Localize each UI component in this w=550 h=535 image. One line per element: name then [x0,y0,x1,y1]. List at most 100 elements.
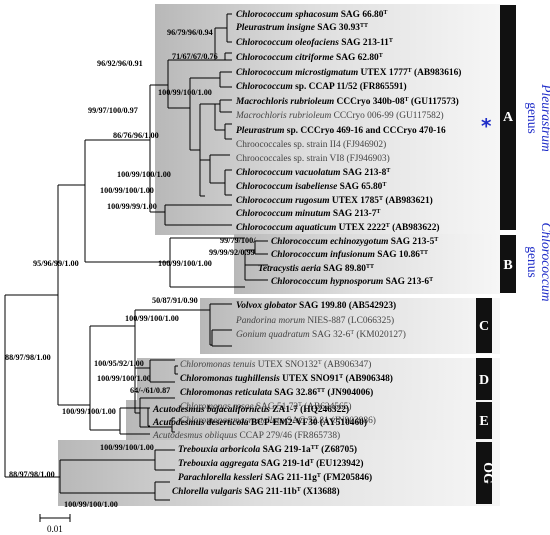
taxon-superscript: T [310,459,314,465]
taxon-text: SAG 62.80 [334,53,379,63]
taxon-label: Trebouxia aggregata SAG 219-1dT (EU12394… [178,458,363,469]
taxon-label: Chlorococcum oleofaciens SAG 213-11T [236,38,393,48]
taxon-text: Chlorococcum minutum [236,209,331,219]
clade-e-label: E [479,414,488,429]
taxon-text: SAG 30.93 [315,23,360,33]
taxon-text: SAG 219-1d [259,459,311,469]
taxon-label: Macrochloris rubrioleum CCCryo 006-99 (G… [235,110,444,121]
clade-shading [58,4,500,506]
taxon-text: Chlorococcum echinozygotum [271,237,388,247]
taxon-text: CCAP 279/46 (FR865738) [237,430,340,441]
taxon-label: Chlorococcum sphacosum SAG 66.80T [236,10,387,20]
taxon-superscript: T [350,330,354,336]
taxon-superscript: T [386,223,390,229]
support-isabeliense: 100/99/100/1.00 [117,170,171,179]
support-clade-b: 100/99/100/1.00 [158,259,212,268]
taxon-label: Pleurastrum insigne SAG 30.93TT [236,23,368,33]
taxon-text: SAG 51.72 [254,402,299,412]
taxon-label: Chlorococcum hypnosporum SAG 213-6T [271,277,433,287]
taxon-text: SAG 213-5 [388,237,434,247]
taxon-text: SAG 10.86 [375,250,420,260]
taxon-text: (FM205846) [321,472,372,483]
clade-e-shading [126,400,500,443]
taxon-text: Chlorococcum rugosum [236,196,330,206]
taxon-text: (JN904006) [325,387,373,398]
clade-c-box [476,298,492,353]
taxon-text: Chloromonas tenuis [180,360,256,370]
support-volvox: 50/87/91/0.90 [152,296,198,305]
taxon-label: Chlorococcum echinozygotum SAG 213-5T [271,237,438,247]
support-pleurastrum-sub: 96/79/96/0.94 [167,28,213,37]
taxon-superscript: T [382,182,386,188]
taxon-text: Macrochloris rubrioleum [235,97,334,107]
taxon-text: Chlorococcum [236,82,293,92]
clade-d-label: D [479,373,489,388]
taxon-label: Chlorococcum vacuolatum SAG 213-8T [236,168,390,178]
clade-a-box [500,5,516,230]
taxon-text: SAG 66.80 [338,10,383,20]
taxon-text: UTEX SNO132 [255,360,318,370]
taxon-text: Chlorococcum oleofaciens [236,38,339,48]
taxon-label: Chlorella vulgaris SAG 211-11bT (X13688) [172,486,340,497]
support-values: 96/79/96/0.94 71/67/67/0.76 96/92/96/0.9… [5,28,258,509]
support-outgroup: 88/97/98/1.00 [9,470,55,479]
taxon-text: UTEX 1785 [330,196,380,206]
clade-boxes: A B C D E OG [476,5,516,504]
taxon-text: Chroococcales sp. strain VI8 (FJ946903) [236,153,390,164]
taxon-superscript: TT [360,23,368,29]
taxon-text: Chloromonas rosae [180,402,254,412]
taxon-label: Chlorococcum citriforme SAG 62.80T [236,53,383,63]
highlight-star-icon: * [481,114,492,138]
genus-chlorococcum-word: genus [525,246,540,278]
taxon-label: Chloromonas rosae SAG 51.72T (AB624565) [180,401,352,412]
clade-e-box [476,402,492,439]
taxon-label: Macrochloris rubrioleum CCCryo 340b-08T … [235,96,459,107]
taxon-superscript: T [408,68,412,74]
taxon-label: Gonium quadratum SAG 32-6T (KM020127) [236,329,406,340]
clade-b-box [500,235,516,293]
support-oleofaciens: 71/67/67/0.76 [172,52,218,61]
taxon-text: ZA1-7 (HQ246322) [270,404,349,415]
support-a-b: 95/96/99/1.00 [33,259,79,268]
clade-og-label: OG [480,462,495,484]
taxon-text: Chroococcales sp. strain II4 (FJ946902) [236,139,386,150]
clade-og-shading [58,440,500,506]
support-clade-c: 100/99/100/1.00 [125,314,179,323]
taxon-text: SAG 199.80 (AB542923) [297,300,396,311]
taxon-text: Chlorococcum infusionum [271,250,375,260]
taxon-text: Chlorococcum citriforme [236,53,334,63]
taxon-label: Chloromonas macrostellata SAG 72.81 (JN9… [180,415,376,426]
taxon-text: UTEX SNO91 [280,374,340,384]
taxon-label: Chlorococcum minutum SAG 213-7T [236,209,380,219]
support-trebouxia: 100/99/100/1.00 [100,443,154,452]
taxon-text: sp. CCAP 11/52 (FR865591) [293,81,407,92]
taxon-label: Chlorococcum rugosum UTEX 1785T (AB98362… [236,195,433,206]
taxon-superscript: T [376,209,380,215]
taxon-text: sp. CCCryo 469-16 and CCCryo 470-16 [284,126,446,136]
taxon-label: Chroococcales sp. strain II4 (FJ946902) [236,139,386,150]
taxon-text: SAG 213-8 [340,168,386,178]
support-echinozygotum: 99/79/100/- [220,236,258,245]
taxon-label: Parachlorella kessleri SAG 211-11gT (FM2… [178,472,372,483]
taxon-superscript: T [318,360,322,366]
support-clade-a: 100/99/99/1.00 [107,202,157,211]
support-clade-e: 100/99/100/1.00 [62,407,116,416]
support-ccap: 100/99/100/1.00 [158,88,212,97]
taxon-text: UTEX 2222 [336,223,386,233]
taxon-text: (Z68705) [319,444,357,455]
support-root: 88/97/98/1.00 [5,353,51,362]
taxon-text: Chlorococcum sphacosum [236,10,338,20]
taxon-text: SAG 213-11 [339,38,389,48]
taxon-text: Pleurastrum insigne [236,23,315,33]
genus-chlorococcum-name: Chlorococcum [539,223,550,302]
taxon-text: Pleurastrum [236,126,284,136]
taxon-label: Chloromonas tenuis UTEX SNO132T (AB90634… [180,359,371,370]
taxon-text: CCCryo 006-99 (GU117582) [331,110,443,121]
taxon-label: Volvox globator SAG 199.80 (AB542923) [236,300,396,311]
taxon-text: Pandorina morum [235,316,305,326]
clade-c-shading [200,298,500,354]
taxon-text: (AB983621) [383,195,433,206]
taxon-superscript: TT [366,264,374,270]
taxon-text: Chlorococcum hypnosporum [271,277,383,287]
taxon-text: Parachlorella kessleri [178,473,263,483]
